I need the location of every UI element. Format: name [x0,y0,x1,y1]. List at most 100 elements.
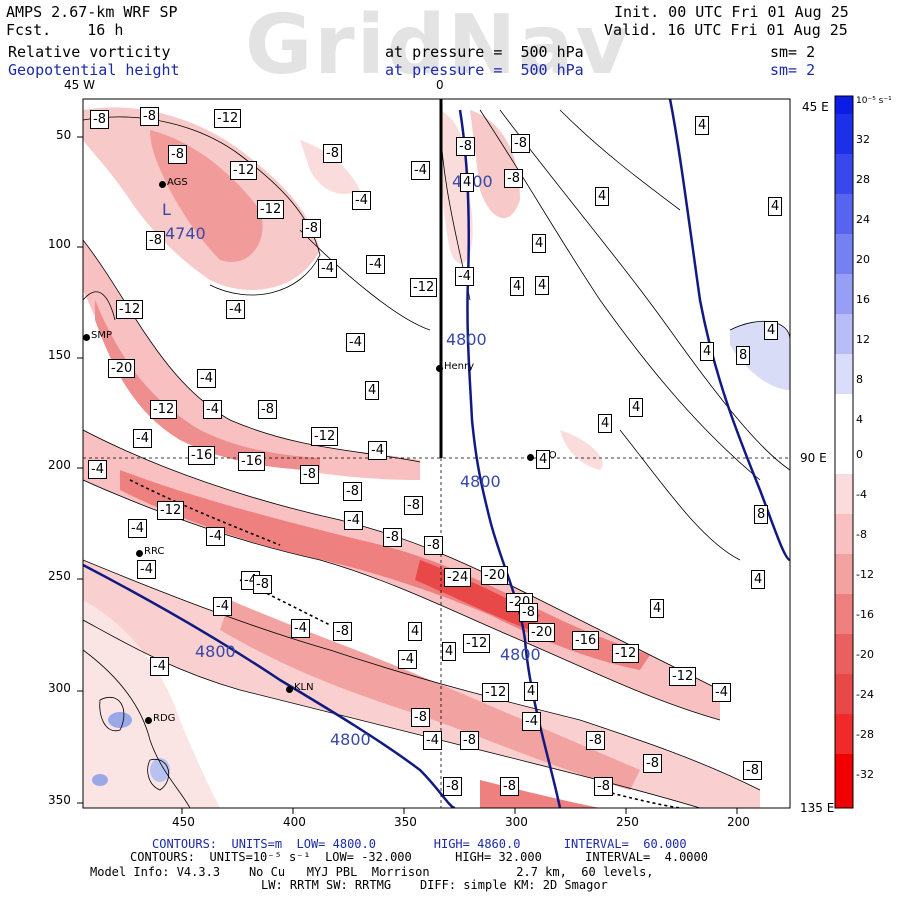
colorbar-label: -12 [856,568,874,581]
colorbar-label: -32 [856,768,874,781]
vorticity-contour-label: 4 [510,277,525,296]
vorticity-contour-label: -8 [302,219,321,238]
vorticity-contour-label: -4 [344,511,363,530]
vorticity-contour-label: -12 [612,644,640,663]
footer-model-info: Model Info: V4.3.3 No Cu MYJ PBL Morriso… [90,865,654,879]
vorticity-contour-label: -4 [88,460,107,479]
station-dot [83,334,90,341]
vorticity-contour-label: -20 [528,623,556,642]
vorticity-contour-label: -8 [586,731,605,750]
vorticity-contour-label: 4 [695,116,710,135]
vorticity-contour-label: -24 [444,568,472,587]
bottom-tick-label: 400 [283,815,306,829]
left-tick-label: 50 [56,128,72,142]
vorticity-contour-label: 8 [736,346,751,365]
vorticity-contour-label: -8 [500,777,519,796]
vorticity-contour-label: -4 [206,527,225,546]
left-tick-label: 250 [48,569,71,583]
vorticity-contour-label: 8 [754,505,769,524]
vorticity-contour-label: -8 [333,622,352,641]
top-label-45w: 45 W [64,78,95,92]
colorbar-label: -8 [856,528,867,541]
vorticity-contour-label: -8 [594,777,613,796]
vorticity-contour-label: -4 [398,650,417,669]
vorticity-contour-label: 4 [535,276,550,295]
vorticity-contour-label: -8 [323,144,342,163]
vorticity-contour-label: -12 [463,634,491,653]
vorticity-contour-label: -4 [368,441,387,460]
station-label: SMP [91,330,113,341]
colorbar-swatch [835,674,853,714]
vorticity-contour-label: -4 [346,333,365,352]
vorticity-contour-label: -4 [137,560,156,579]
right-label-45e: 45 E [802,100,829,114]
init-time: Init. 00 UTC Fri 01 Aug 25 [614,3,849,21]
vorticity-contour-label: -8 [383,528,402,547]
height-contour-label: 4800 [460,472,501,491]
colorbar-label: -24 [856,688,874,701]
colorbar-swatch [835,594,853,634]
vorticity-contour-label: -8 [424,536,443,555]
vorticity-contour-label: -8 [258,400,277,419]
colorbar-swatch [835,634,853,674]
valid-time: Valid. 16 UTC Fri 01 Aug 25 [604,21,848,39]
field1-name: Relative vorticity [8,43,171,61]
left-tick-label: 300 [48,681,71,695]
vorticity-contour-label: -8 [90,110,109,129]
station-dot [527,454,534,461]
colorbar-swatch [835,234,853,274]
vorticity-contour-label: 4 [595,187,610,206]
colorbar-swatch [835,354,853,394]
colorbar-label: -20 [856,648,874,661]
vorticity-contour-label: -4 [291,619,310,638]
right-label-90e: 90 E [800,451,827,465]
vorticity-contour-label: -4 [366,255,385,274]
vorticity-contour-label: -8 [643,754,662,773]
bottom-tick-label: 200 [727,815,750,829]
colorbar-label: 24 [856,213,870,226]
map-frame [82,98,791,809]
vorticity-contour-label: -12 [214,109,242,128]
left-tick-label: 100 [48,237,71,251]
station-label: RDG [153,713,176,724]
vorticity-contour-label: -4 [133,429,152,448]
station-label: AGS [167,177,188,188]
station-dot [436,365,443,372]
bottom-tick-label: 250 [616,815,639,829]
vorticity-contour-label: -8 [343,482,362,501]
left-tick-label: 200 [48,458,71,472]
vorticity-contour-label: 4 [768,197,783,216]
colorbar-label: 8 [856,373,863,386]
station-dot [286,686,293,693]
colorbar-swatch [835,114,853,154]
vorticity-contour-label: -4 [522,712,541,731]
vorticity-contour-label: -8 [511,134,530,153]
field1-pressure: at pressure = 500 hPa [385,43,584,61]
vorticity-contour-label: -8 [460,731,479,750]
vorticity-contour-label: -12 [116,300,144,319]
left-tick-label: 350 [48,793,71,807]
right-label-135e: 135 E [800,801,835,815]
vorticity-contour-label: -4 [712,683,731,702]
vorticity-contour-label: -8 [168,145,187,164]
vorticity-contour-label: -8 [140,107,159,126]
station-dot [159,181,166,188]
vorticity-contour-label: -12 [311,427,339,446]
vorticity-contour-label: -4 [197,369,216,388]
colorbar-label: 12 [856,333,870,346]
vorticity-contour-label: -4 [213,597,232,616]
left-tick-label: 150 [48,348,71,362]
model-title: AMPS 2.67-km WRF SP [6,3,178,21]
field2-name: Geopotential height [8,61,180,79]
height-contour-label: L [162,200,171,219]
vorticity-contour-label: 4 [751,570,766,589]
vorticity-contour-label: -16 [188,446,216,465]
watermark: GridNav [245,0,631,93]
colorbar-swatch [835,554,853,594]
top-label-0: 0 [436,78,444,92]
vorticity-contour-label: -4 [423,731,442,750]
vorticity-contour-label: -8 [743,761,762,780]
forecast-hour: Fcst. 16 h [6,21,124,39]
vorticity-contour-label: 4 [650,599,665,618]
colorbar-label: 4 [856,413,863,426]
